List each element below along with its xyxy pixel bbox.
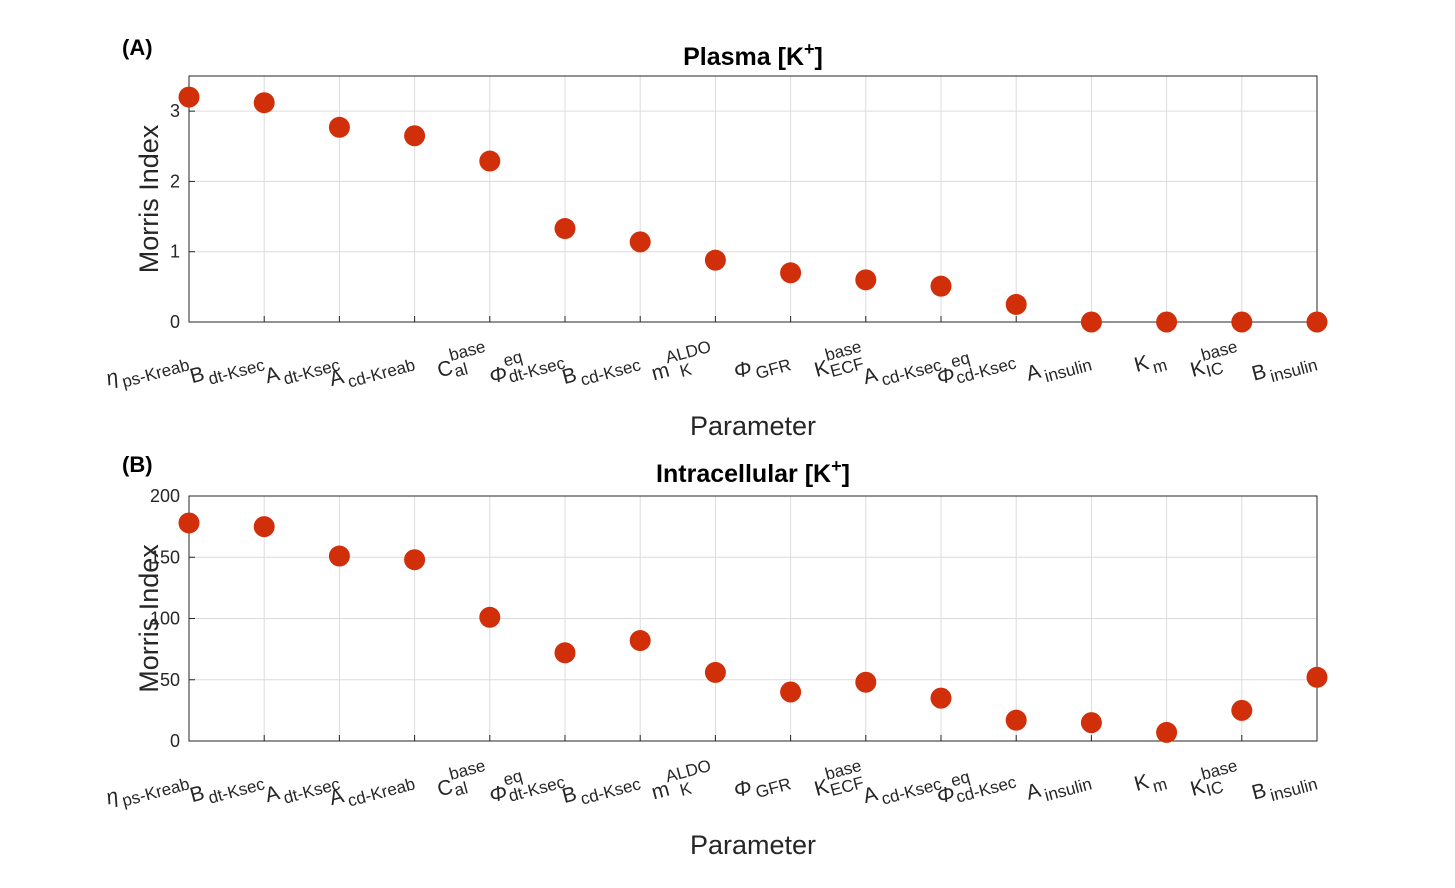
data-point <box>178 512 200 534</box>
x-axis-label: Parameter <box>690 411 816 441</box>
x-tick-label: Ainsulin <box>1024 347 1094 391</box>
grid <box>188 76 1318 323</box>
chart-title: Intracellular [K+] <box>656 456 850 488</box>
x-tick-label: Bcd-Ksec <box>560 346 643 393</box>
data-point <box>328 116 350 138</box>
x-tick-label: Bdt-Ksec <box>187 765 267 811</box>
data-point <box>404 549 426 571</box>
x-tick-label: Acd-Kreab <box>327 766 417 815</box>
x-tick-label: Φeqcd-Ksec <box>932 756 1019 812</box>
data-point <box>629 231 651 253</box>
grid <box>188 495 1318 742</box>
data-point <box>1231 311 1253 333</box>
panel-letter: (A) <box>122 35 153 60</box>
data-point <box>404 125 426 147</box>
x-tick-label: ηps-Kreab <box>104 347 192 396</box>
y-tick-label: 200 <box>150 486 180 506</box>
data-point <box>554 218 576 240</box>
y-axis-label: Morris Index <box>134 544 164 693</box>
data-point <box>253 516 275 538</box>
data-point <box>178 86 200 108</box>
x-tick-label: Φeqdt-Ksec <box>484 756 567 811</box>
data-point <box>1005 293 1027 315</box>
x-tick-label: KbaseIC <box>1185 337 1243 385</box>
data-point <box>253 92 275 114</box>
x-tick-label: ΦGFR <box>731 347 793 389</box>
x-tick-label: Bdt-Ksec <box>187 346 267 392</box>
y-tick-label: 0 <box>170 312 180 332</box>
plot-frame <box>188 75 1318 323</box>
y-tick-label: 150 <box>150 547 180 567</box>
data-point <box>554 642 576 664</box>
data-point <box>1306 666 1328 688</box>
x-tick-label: mALDOK <box>647 756 718 807</box>
x-tick-label: mALDOK <box>647 337 718 388</box>
x-tick-label: ηps-Kreab <box>104 766 192 815</box>
x-axis-label: Parameter <box>690 830 816 860</box>
y-tick-label: 1 <box>170 242 180 262</box>
x-tick-label: Ainsulin <box>1024 766 1094 810</box>
x-tick-label: KbaseECF <box>809 337 867 385</box>
x-tick-label: Acd-Ksec <box>861 765 944 812</box>
data-point <box>780 681 802 703</box>
chart-panel-b: 050100150200ηps-KreabBdt-KsecAdt-KsecAcd… <box>104 452 1328 860</box>
data-point <box>479 606 501 628</box>
data-point <box>1306 311 1328 333</box>
y-tick-label: 3 <box>170 101 180 121</box>
data-point <box>1231 699 1253 721</box>
data-point <box>704 661 726 683</box>
x-tick-label: Km <box>1132 347 1169 382</box>
x-tick-label: Acd-Ksec <box>861 346 944 393</box>
data-point <box>479 150 501 172</box>
y-tick-label: 2 <box>170 171 180 191</box>
x-tick-label: Φeqcd-Ksec <box>932 337 1019 393</box>
x-tick-label: Acd-Kreab <box>327 347 417 396</box>
x-tick-label: Binsulin <box>1249 766 1319 810</box>
data-point <box>780 262 802 284</box>
data-point <box>855 269 877 291</box>
x-tick-label: KbaseIC <box>1185 756 1243 804</box>
x-tick-label: Bcd-Ksec <box>560 765 643 812</box>
y-axis-label: Morris Index <box>134 124 164 273</box>
data-point <box>930 687 952 709</box>
data-point <box>1005 709 1027 731</box>
x-tick-label: ΦGFR <box>731 766 793 808</box>
x-tick-label: Φeqdt-Ksec <box>484 337 567 392</box>
data-point <box>855 671 877 693</box>
x-tick-label: Cbaseal <box>432 337 492 385</box>
x-tick-label: KbaseECF <box>809 756 867 804</box>
data-point <box>930 275 952 297</box>
panel-letter: (B) <box>122 452 153 477</box>
x-tick-label: Km <box>1132 766 1169 801</box>
y-tick-label: 50 <box>160 670 180 690</box>
y-tick-label: 100 <box>150 609 180 629</box>
x-tick-label: Cbaseal <box>432 756 492 804</box>
data-point <box>1080 712 1102 734</box>
x-tick-label: Binsulin <box>1249 347 1319 391</box>
data-point <box>1156 721 1178 743</box>
data-point <box>704 249 726 271</box>
data-point <box>1156 311 1178 333</box>
data-point <box>328 545 350 567</box>
data-point <box>629 630 651 652</box>
data-point <box>1080 311 1102 333</box>
chart-title: Plasma [K+] <box>683 39 823 71</box>
y-tick-label: 0 <box>170 731 180 751</box>
